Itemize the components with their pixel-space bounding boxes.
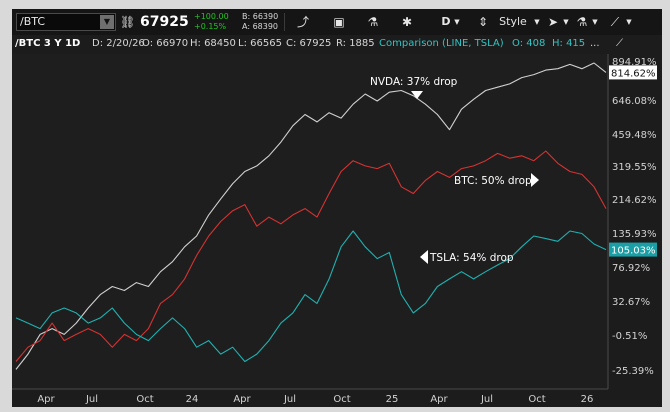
y-tick-label: 135.93% — [612, 229, 657, 240]
drawing-tools-icon[interactable]: ⟋ — [610, 15, 620, 29]
y-tick-label: 214.62% — [612, 195, 657, 206]
drawing-button[interactable]: D — [441, 15, 451, 28]
y-tick-label: 32.67% — [612, 297, 650, 308]
x-tick-label: 24 — [186, 394, 199, 405]
annotations: NVDA: 37% drop BTC: 50% drop TSLA: 54% dro… — [370, 76, 539, 264]
share-icon[interactable]: ⤴ — [296, 15, 309, 29]
x-tick-label: Jul — [480, 394, 493, 405]
series-line-nvda — [15, 62, 607, 370]
bar-range: R: 1885 — [336, 38, 375, 49]
bar-date: D: 2/20/26 — [92, 38, 145, 49]
flask-icon[interactable]: ⚗ — [576, 15, 588, 29]
plot-background — [12, 54, 608, 389]
y-tick-label: -0.51% — [612, 331, 647, 342]
y-tick-label: 76.92% — [612, 263, 650, 274]
bar-close: C: 67925 — [286, 38, 332, 49]
link-chain-icon[interactable]: ⛓ — [120, 15, 136, 29]
annotation-arrow-icon — [420, 250, 428, 264]
chevron-down-icon[interactable]: ▼ — [592, 18, 598, 26]
x-tick-label: Apr — [37, 394, 55, 405]
chart-plot-area[interactable]: 894.91% 646.08% 459.48% 319.55% 214.62% 135.9… — [12, 9, 662, 407]
price-change-pct: +0.15% — [194, 22, 227, 31]
annotation-arrow-icon — [411, 91, 423, 99]
x-tick-label: Oct — [136, 394, 153, 405]
annotation-text: TSLA: 54% drop — [429, 252, 514, 264]
price-tags: 814.62% 105.03% — [609, 65, 657, 257]
x-tick-label: 25 — [386, 394, 399, 405]
series-layer — [15, 62, 607, 370]
chevron-down-icon[interactable]: ▼ — [626, 18, 632, 26]
studies-flask-icon[interactable]: ⚗ — [367, 15, 379, 29]
bar-open: O: 66970 — [142, 38, 189, 49]
symbol-period-tag: /BTC 3 Y 1D — [15, 38, 81, 49]
series-line-tsla — [15, 230, 607, 363]
chevron-down-icon[interactable]: ▼ — [563, 18, 569, 26]
bar-high: H: 68450 — [190, 38, 236, 49]
bid-price: B: 66390 — [242, 12, 279, 21]
chart-window: /BTC ▼ ⛓ 67925 +100.00 +0.15% B: 66390 A… — [12, 9, 662, 407]
current-value-tag-nvda — [609, 65, 657, 80]
series-line-btc — [15, 150, 607, 362]
chart-expand-icon[interactable]: ⟋ — [616, 38, 623, 49]
bar-low: L: 66565 — [238, 38, 282, 49]
y-tick-label: 894.91% — [612, 57, 657, 68]
cursor-arrow-icon[interactable]: ➤ — [547, 15, 559, 29]
x-tick-label: Oct — [333, 394, 350, 405]
annotation-text: NVDA: 37% drop — [370, 76, 458, 88]
y-tick-label: -25.39% — [612, 366, 654, 377]
current-value-label-tsla: 105.03% — [611, 246, 656, 257]
symbol-input[interactable]: /BTC ▼ — [16, 13, 116, 31]
current-value-label-nvda: 814.62% — [611, 68, 656, 79]
y-axis: 894.91% 646.08% 459.48% 319.55% 214.62% 135.9… — [612, 57, 657, 377]
comparison-high: H: 415 — [552, 38, 586, 49]
chevron-down-icon[interactable]: ▼ — [100, 15, 114, 29]
chart-settings-icon[interactable]: ▣ — [333, 15, 345, 29]
annotation-arrow-icon — [531, 173, 539, 187]
x-tick-label: Jul — [283, 394, 296, 405]
price-type-icon[interactable]: ⇕ — [477, 15, 489, 29]
chevron-down-icon[interactable]: ▼ — [454, 18, 460, 26]
chart-info-bar: /BTC 3 Y 1D D: 2/20/26 O: 66970 H: 68450… — [12, 36, 662, 51]
toolbar-divider — [284, 13, 285, 31]
annotation-text: BTC: 50% drop — [454, 175, 532, 187]
y-tick-label: 459.48% — [612, 130, 657, 141]
chart-toolbar: /BTC ▼ ⛓ 67925 +100.00 +0.15% B: 66390 A… — [12, 9, 662, 35]
comparison-open: O: 408 — [512, 38, 546, 49]
symbol-input-text: /BTC — [20, 15, 46, 28]
x-tick-label: 26 — [581, 394, 594, 405]
x-tick-label: Oct — [528, 394, 545, 405]
current-value-tag-tsla — [609, 242, 657, 257]
y-tick-label: 646.08% — [612, 96, 657, 107]
last-price: 67925 — [140, 14, 189, 30]
ask-price: A: 68390 — [242, 22, 279, 31]
x-tick-label: Apr — [430, 394, 448, 405]
price-change-abs: +100.00 — [194, 12, 229, 21]
style-menu-button[interactable]: Style — [499, 15, 527, 28]
x-tick-label: Apr — [233, 394, 251, 405]
x-axis: Apr Jul Oct 24 Apr Jul Oct 25 Apr Jul Oct 26 — [37, 394, 593, 405]
comparison-label[interactable]: Comparison (LINE, TSLA) — [379, 38, 504, 49]
x-tick-label: Jul — [85, 394, 98, 405]
info-ellipsis: ... — [590, 38, 600, 49]
chevron-down-icon[interactable]: ▼ — [534, 18, 540, 26]
y-tick-label: 319.55% — [612, 162, 657, 173]
gear-icon[interactable]: ✱ — [401, 15, 413, 29]
